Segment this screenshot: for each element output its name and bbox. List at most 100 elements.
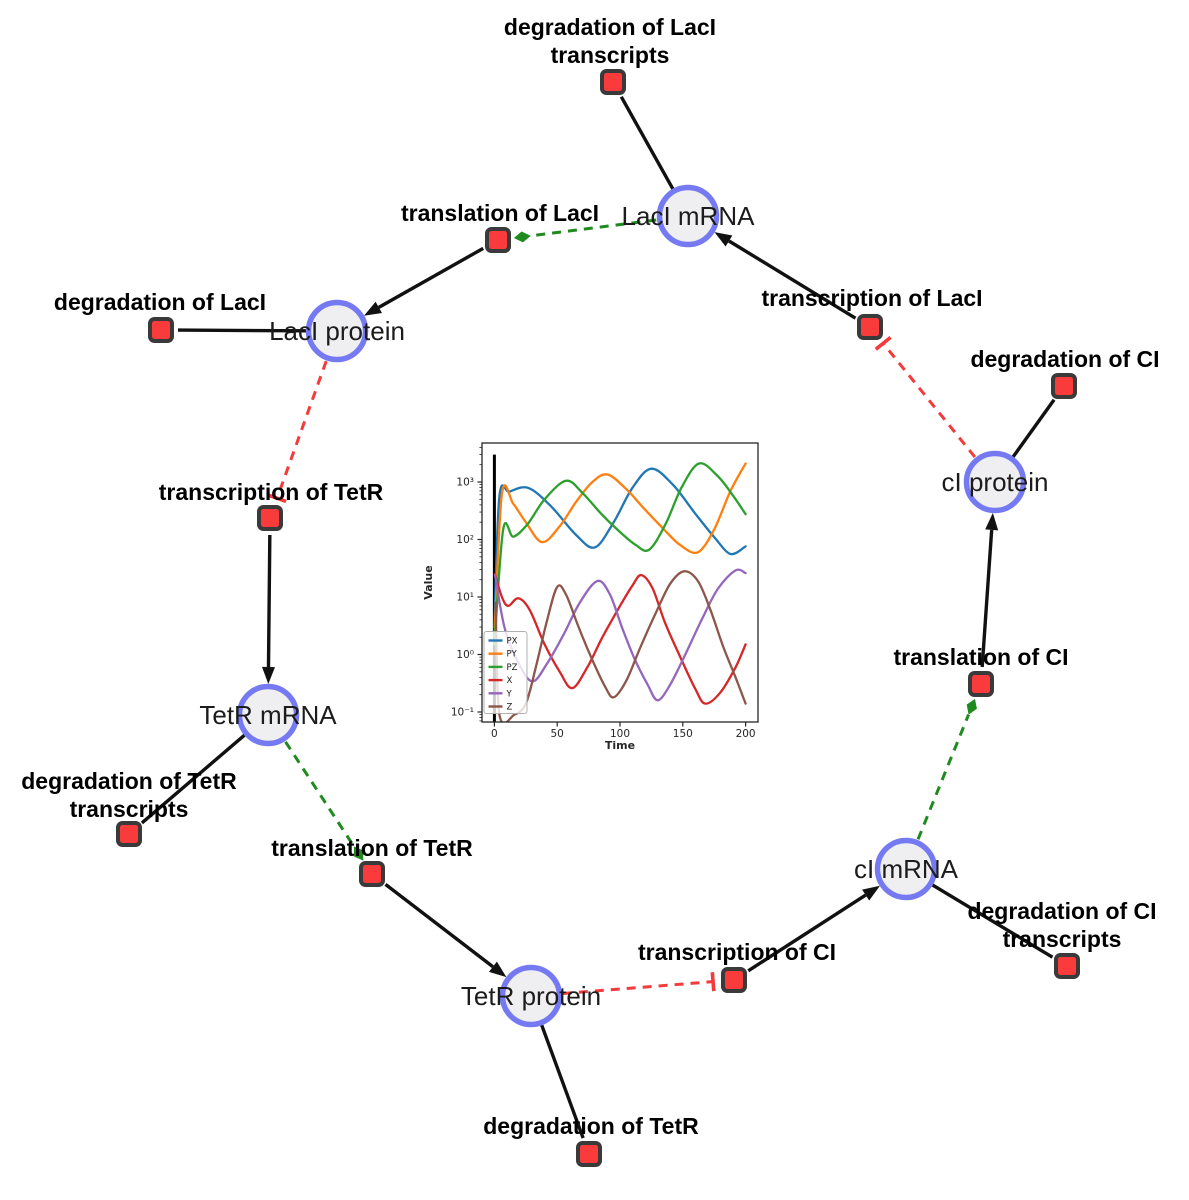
species-label-laci_protein: LacI protein <box>269 316 405 346</box>
plot-series-PY <box>493 462 747 639</box>
plot-series-Z <box>494 570 747 722</box>
reaction-label-tr_ci: transcription of CI <box>638 939 836 965</box>
plot-legend-label-Y: Y <box>506 689 513 699</box>
reaction-node-tr_ci[interactable] <box>721 967 747 993</box>
edge-deg_tetr_tx-tetr_mrna <box>140 733 246 825</box>
inhibition-tee-bar <box>874 335 892 351</box>
reaction-square[interactable] <box>576 1141 602 1167</box>
reaction-square[interactable] <box>600 69 626 95</box>
edge-tr_tetr-tetr_mrna <box>261 534 275 685</box>
arrowhead <box>714 232 733 247</box>
edge-tl_ci-ci_protein <box>980 512 999 668</box>
species-circle[interactable] <box>236 683 300 747</box>
species-node-laci_protein[interactable] <box>305 299 369 363</box>
reaction-node-tr_laci[interactable] <box>857 314 883 340</box>
edge-laci_protein-tr_tetr <box>267 360 328 504</box>
species-node-tetr_protein[interactable] <box>499 964 563 1028</box>
plot-ytick-1: 10¹ <box>456 592 474 604</box>
plot-legend: PX PY PZ XYZ <box>483 631 528 714</box>
reaction-label-tl_ci: translation of CI <box>893 644 1068 670</box>
edge-tl_laci-laci_protein <box>363 246 485 316</box>
plot-series-PZ <box>493 462 747 646</box>
edge-deg_tetr-tetr_protein <box>540 1024 585 1139</box>
edge-deg_ci_tx-ci_mrna <box>931 883 1054 959</box>
reaction-label-tr_tetr: transcription of TetR <box>159 479 384 505</box>
edge-deg_ci-ci_protein <box>1011 398 1056 458</box>
reaction-square[interactable] <box>257 505 283 531</box>
plot-legend-label-Z: Z <box>507 703 513 713</box>
reaction-square[interactable] <box>857 314 883 340</box>
edge-deg_laci_tx-laci_mrna <box>619 96 675 190</box>
edge-deg_laci-laci_protein <box>177 328 307 333</box>
species-label-tetr_protein: TetR protein <box>461 981 601 1011</box>
species-label-ci_mrna: cI mRNA <box>854 854 959 884</box>
species-node-ci_protein[interactable] <box>963 450 1027 514</box>
edge-tetr_protein-tr_ci <box>562 972 716 995</box>
activation-diamond-arrowhead <box>513 231 531 243</box>
plot-xlabel: Time <box>605 739 635 752</box>
edges-layer <box>140 96 1056 1139</box>
nodes-layer <box>116 69 1080 1167</box>
reaction-square[interactable] <box>485 227 511 253</box>
reaction-node-deg_tetr_tx[interactable] <box>116 821 142 847</box>
reaction-label-deg_tetr_tx: degradation of TetR transcripts <box>21 768 237 822</box>
plot-legend-label-PX: PX <box>507 637 518 647</box>
species-node-ci_mrna[interactable] <box>874 837 938 901</box>
reaction-node-deg_tetr[interactable] <box>576 1141 602 1167</box>
reaction-square[interactable] <box>359 861 385 887</box>
edge-tr_ci-ci_mrna <box>747 885 880 973</box>
time-series-plot: 0 50 100 150 20010⁻¹10⁰10¹10²10³TimeValuePXP… <box>422 442 759 752</box>
plot-legend-label-PY: PY <box>507 650 518 660</box>
plot-legend-label-X: X <box>507 676 513 686</box>
arrowhead <box>363 301 382 316</box>
reaction-label-deg_laci: degradation of LacI <box>54 289 266 315</box>
inhibition-tee-bar <box>710 972 716 992</box>
activation-diamond-arrowhead <box>966 698 977 715</box>
arrowhead <box>488 961 507 978</box>
species-node-laci_mrna[interactable] <box>656 184 720 248</box>
edge-ci_protein-tr_laci <box>874 335 977 459</box>
reaction-square[interactable] <box>1051 373 1077 399</box>
reaction-square[interactable] <box>116 821 142 847</box>
reaction-node-tl_tetr[interactable] <box>359 861 385 887</box>
plot-ytick-3: 10³ <box>456 477 474 489</box>
reaction-node-deg_laci_tx[interactable] <box>600 69 626 95</box>
species-circle[interactable] <box>499 964 563 1028</box>
labels-layer: LacI mRNA LacI protein TetR mRNA TetR prote… <box>21 14 1159 1139</box>
plot-xtick-50: 50 <box>551 728 564 740</box>
plot-ytick-2: 10² <box>456 534 474 546</box>
edge-tr_laci-laci_mrna <box>714 232 857 320</box>
activation-diamond-arrowhead <box>353 846 364 861</box>
plot-ytick-0: 10⁰ <box>456 649 474 661</box>
species-circle[interactable] <box>963 450 1027 514</box>
reaction-node-deg_ci_tx[interactable] <box>1054 953 1080 979</box>
arrowhead <box>862 885 880 901</box>
plot-ylabel: Value <box>422 565 435 599</box>
plot-xtick-150: 150 <box>673 728 693 740</box>
reaction-label-deg_ci_tx: degradation of CI transcripts <box>967 898 1156 952</box>
reaction-node-tl_laci[interactable] <box>485 227 511 253</box>
species-circle[interactable] <box>656 184 720 248</box>
reaction-label-deg_tetr: degradation of TetR <box>483 1113 699 1139</box>
plot-ytick--1: 10⁻¹ <box>451 707 474 719</box>
reaction-square[interactable] <box>721 967 747 993</box>
species-label-laci_mrna: LacI mRNA <box>622 201 756 231</box>
species-label-ci_protein: cI protein <box>942 467 1049 497</box>
reaction-square[interactable] <box>968 671 994 697</box>
reaction-square[interactable] <box>1054 953 1080 979</box>
reaction-square[interactable] <box>148 317 174 343</box>
species-node-tetr_mrna[interactable] <box>236 683 300 747</box>
reaction-node-deg_ci[interactable] <box>1051 373 1077 399</box>
plot-legend-label-PZ: PZ <box>507 663 518 673</box>
reaction-node-tr_tetr[interactable] <box>257 505 283 531</box>
reaction-label-tl_laci: translation of LacI <box>401 200 599 226</box>
species-circle[interactable] <box>874 837 938 901</box>
plot-xtick-200: 200 <box>736 728 756 740</box>
species-circle[interactable] <box>305 299 369 363</box>
reaction-node-deg_laci[interactable] <box>148 317 174 343</box>
edge-tetr_mrna-tl_tetr <box>284 740 364 861</box>
reaction-node-tl_ci[interactable] <box>968 671 994 697</box>
arrowhead <box>261 666 275 685</box>
